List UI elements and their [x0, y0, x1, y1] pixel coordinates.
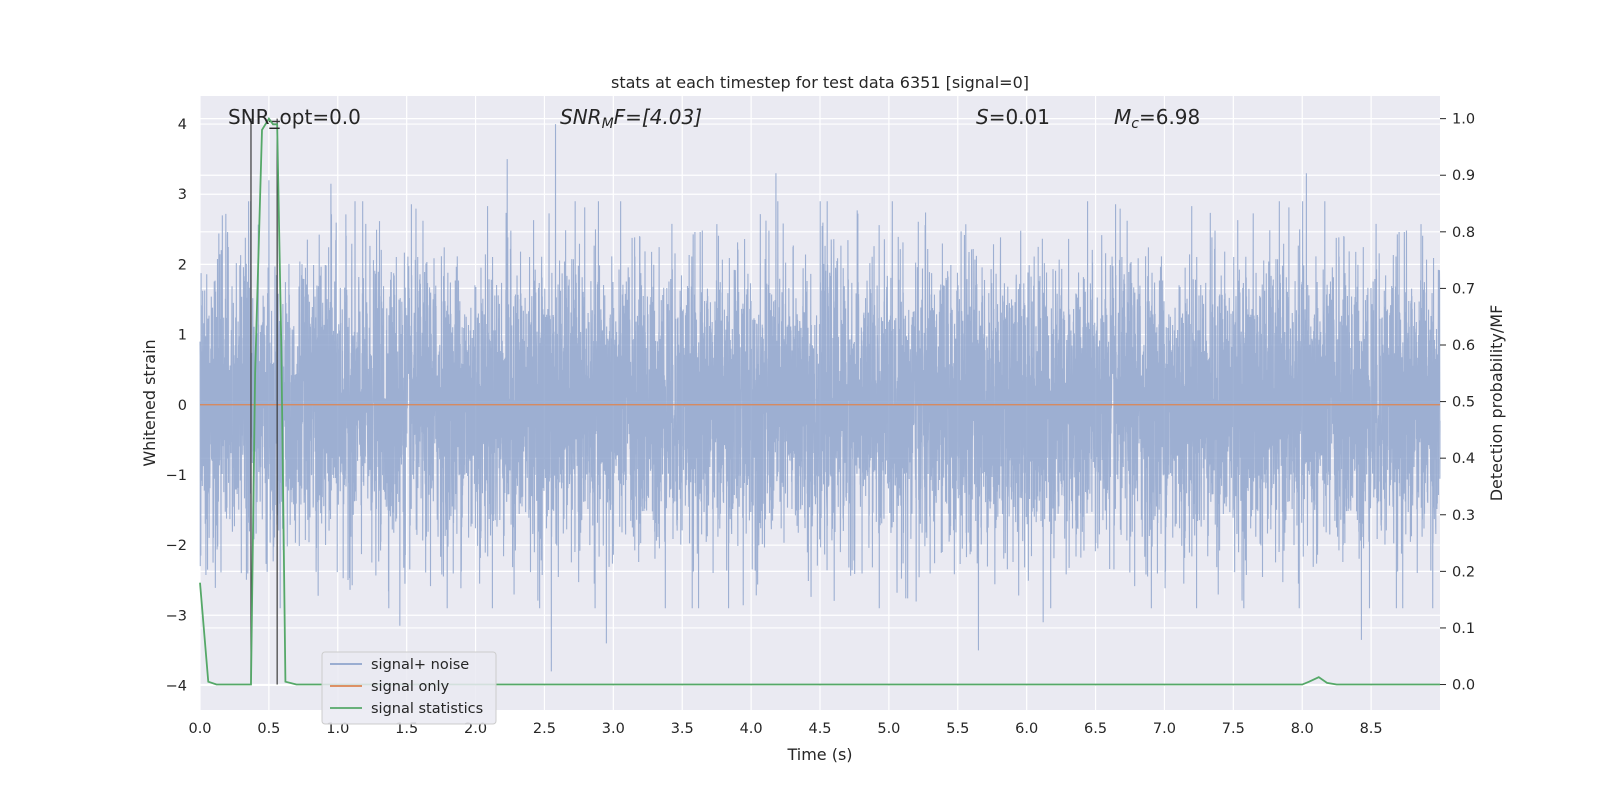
- legend-box: [321, 651, 497, 725]
- legend: signal+ noise signal only signal statist…: [321, 651, 497, 725]
- signal-plus-noise-line: [199, 124, 1441, 672]
- annotation-s: S=0.01: [976, 105, 1050, 129]
- annotation-mc: Mc=6.98: [1114, 105, 1200, 132]
- x-tick-label: 0.5: [257, 721, 280, 737]
- x-tick-label: 4.5: [808, 721, 831, 737]
- x-tick-label: 5.5: [946, 721, 969, 737]
- x-tick-label: 7.0: [1153, 721, 1176, 737]
- x-tick-label: 3.5: [671, 721, 694, 737]
- y-tick-label: 1: [178, 328, 187, 344]
- chart-title: stats at each timestep for test data 635…: [611, 73, 1029, 92]
- annotation-snr-opt: SNR_opt=0.0: [228, 105, 361, 129]
- legend-label-stats: signal statistics: [371, 701, 483, 717]
- mc-base: M: [1114, 105, 1131, 129]
- y-right-tick-label: 0.9: [1452, 168, 1475, 184]
- mc-rest: =6.98: [1139, 105, 1200, 129]
- series-signal-plus-noise: [199, 124, 1441, 672]
- x-tick-label: 3.0: [602, 721, 625, 737]
- y-right-axis-label: Detection probability/MF: [1487, 305, 1506, 502]
- snr-mf-rest: F=[4.03]: [614, 105, 702, 129]
- y-right-tick-label: 0.1: [1452, 621, 1475, 637]
- x-axis-label: Time (s): [786, 745, 852, 764]
- snr-mf-sub: M: [602, 116, 614, 132]
- y-right-tick-label: 0.0: [1452, 678, 1475, 694]
- y-tick-label: 4: [178, 117, 187, 133]
- x-tick-label: 2.0: [464, 721, 487, 737]
- s-italic: S: [976, 105, 989, 129]
- y-right-tick-label: 0.5: [1452, 395, 1475, 411]
- x-tick-label: 8.0: [1291, 721, 1314, 737]
- x-tick-label: 1.5: [395, 721, 418, 737]
- legend-label-signal: signal only: [371, 679, 450, 695]
- x-tick-labels: 0.0 0.5 1.0 1.5 2.0 2.5 3.0 3.5 4.0 4.5 5.0 5.5 6.0 6…: [188, 721, 1382, 737]
- x-tick-label: 8.5: [1360, 721, 1383, 737]
- y-right-tick-label: 0.4: [1452, 451, 1475, 467]
- y-tick-labels: 4 3 2 1 0 −1 −2 −3 −4: [166, 117, 187, 694]
- y-right-tick-label: 0.7: [1452, 281, 1475, 297]
- x-tick-label: 5.0: [877, 721, 900, 737]
- y-right-tick-label: 0.3: [1452, 508, 1475, 524]
- y-right-tick-labels: 1.0 0.9 0.8 0.7 0.6 0.5 0.4 0.3 0.2 0.1 0.0: [1440, 112, 1475, 694]
- y-tick-label: 0: [178, 398, 187, 414]
- annotation-snr-mf: SNRMF=[4.03]: [560, 105, 702, 132]
- x-tick-label: 6.5: [1084, 721, 1107, 737]
- x-tick-label: 6.0: [1015, 721, 1038, 737]
- y-tick-label: −4: [166, 678, 187, 694]
- snr-mf-base: SNR: [560, 105, 602, 129]
- y-right-tick-label: 0.2: [1452, 564, 1475, 580]
- y-tick-label: −3: [166, 608, 187, 624]
- x-tick-label: 7.5: [1222, 721, 1245, 737]
- legend-label-noise: signal+ noise: [371, 657, 469, 673]
- y-tick-label: 3: [178, 187, 187, 203]
- y-tick-label: −2: [166, 538, 187, 554]
- y-right-tick-label: 0.8: [1452, 225, 1475, 241]
- y-tick-label: −1: [166, 468, 187, 484]
- x-tick-label: 4.0: [740, 721, 763, 737]
- x-tick-label: 1.0: [326, 721, 349, 737]
- x-tick-label: 2.5: [533, 721, 556, 737]
- s-rest: =0.01: [989, 105, 1050, 129]
- mc-sub: c: [1131, 116, 1139, 132]
- y-right-tick-label: 0.6: [1452, 338, 1475, 354]
- y-right-tick-label: 1.0: [1452, 112, 1475, 128]
- x-tick-label: 0.0: [188, 721, 211, 737]
- y-axis-label: Whitened strain: [140, 339, 159, 466]
- y-tick-label: 2: [178, 257, 187, 273]
